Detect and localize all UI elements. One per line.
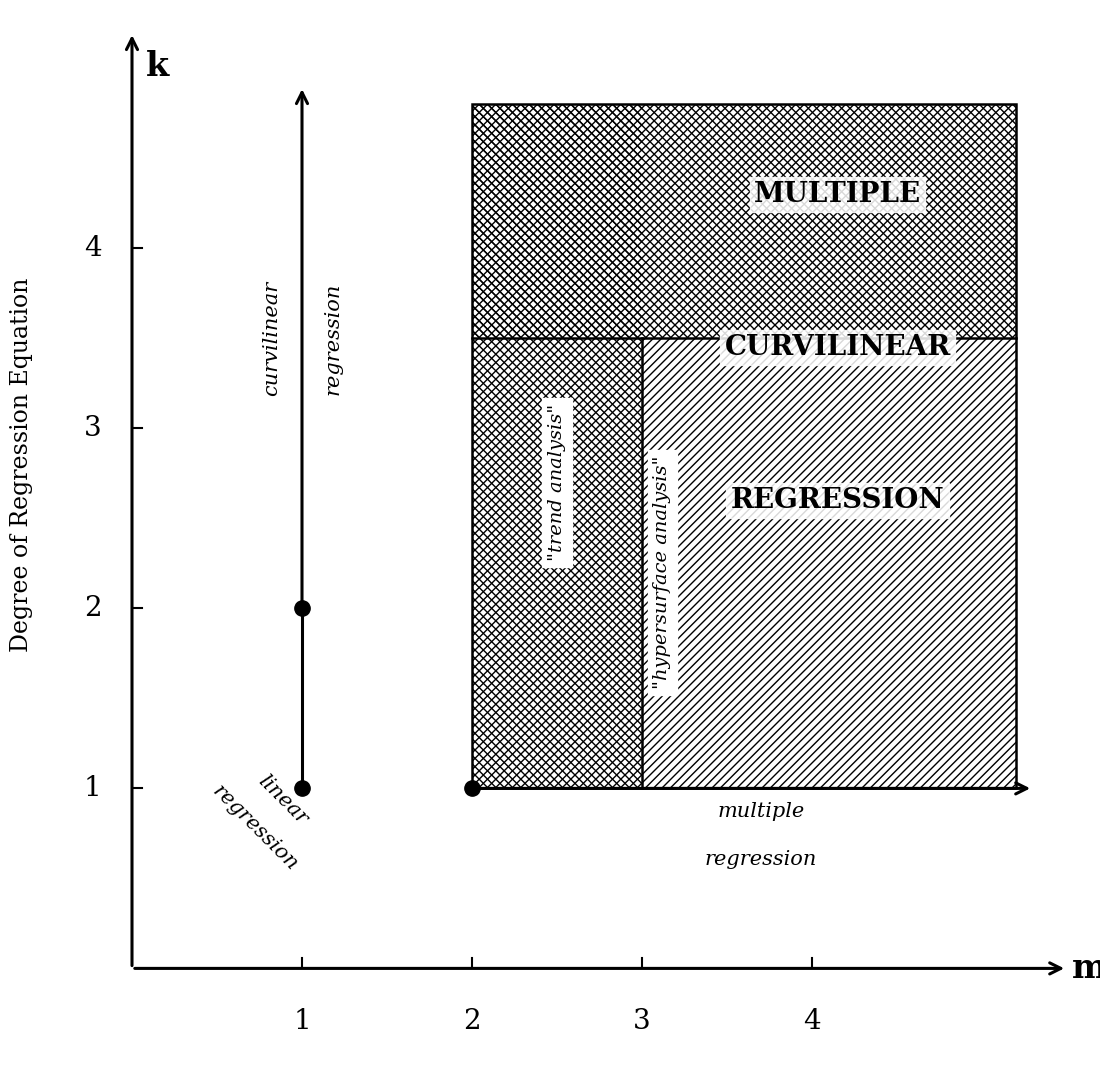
Bar xyxy=(472,104,1016,338)
Text: 1: 1 xyxy=(84,775,101,802)
Text: REGRESSION: REGRESSION xyxy=(730,486,945,514)
Text: 1: 1 xyxy=(293,1008,311,1035)
Text: 2: 2 xyxy=(84,595,101,622)
Bar xyxy=(472,104,1016,789)
Text: 4: 4 xyxy=(84,235,101,261)
Text: Degree of Regression Equation: Degree of Regression Equation xyxy=(10,278,33,652)
Text: regression: regression xyxy=(209,782,301,875)
Text: MULTIPLE: MULTIPLE xyxy=(754,181,921,208)
Text: CURVILINEAR: CURVILINEAR xyxy=(725,334,950,360)
Text: 4: 4 xyxy=(803,1008,821,1035)
Bar xyxy=(472,104,1016,789)
Text: k: k xyxy=(145,51,169,83)
Text: curvilinear: curvilinear xyxy=(262,281,280,396)
Text: 2: 2 xyxy=(463,1008,481,1035)
Text: regression: regression xyxy=(323,282,342,395)
Text: linear: linear xyxy=(254,771,311,829)
Text: 3: 3 xyxy=(634,1008,651,1035)
Text: multiple: multiple xyxy=(717,802,804,821)
Text: "trend analysis": "trend analysis" xyxy=(548,404,566,561)
Text: "hypersurface analysis": "hypersurface analysis" xyxy=(653,455,671,689)
Text: 3: 3 xyxy=(84,415,101,442)
Text: regression: regression xyxy=(705,850,817,869)
Text: m: m xyxy=(1072,952,1100,985)
Bar xyxy=(472,104,642,789)
